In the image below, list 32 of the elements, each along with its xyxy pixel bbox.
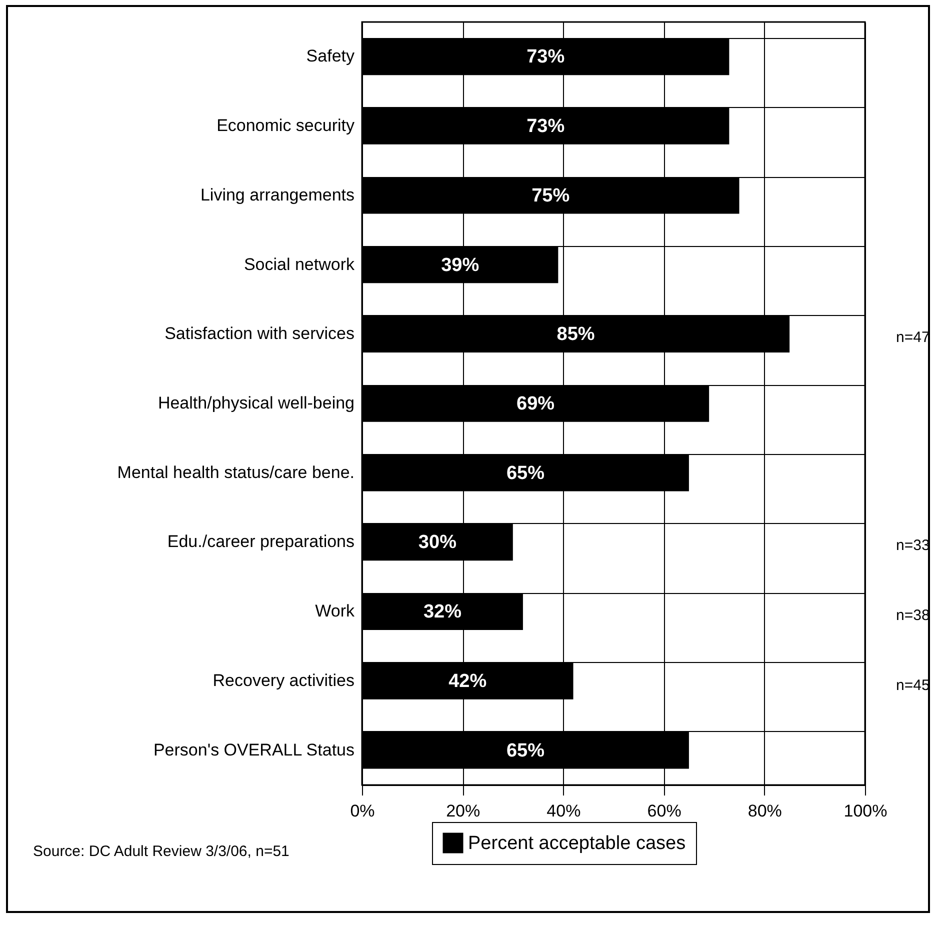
text: 73%	[526, 46, 565, 68]
y-tick-label: Economic security	[216, 116, 355, 136]
text: 32%	[423, 602, 462, 623]
y-tick-label: Living arrangements	[200, 185, 354, 204]
text: 69%	[516, 394, 555, 414]
text: 73%	[526, 116, 565, 138]
x-tick-label: 100%	[844, 802, 888, 820]
y-tick-label: Mental health status/care bene.	[117, 462, 354, 482]
text: n=47	[896, 329, 930, 346]
y-tick-label: Work	[315, 602, 355, 621]
text: 39%	[441, 254, 480, 276]
x-tick-label: 40%	[546, 802, 581, 820]
x-tick-label: 0%	[350, 802, 375, 820]
x-tick-label: 80%	[748, 802, 782, 820]
x-tick-label: 20%	[446, 802, 480, 820]
text: 42%	[448, 670, 487, 692]
y-tick-label: Health/physical well-being	[158, 394, 354, 412]
text: 30%	[418, 532, 456, 554]
y-tick-label: Recovery activities	[212, 670, 354, 690]
y-tick-label: Satisfaction with services	[164, 324, 354, 344]
text: 85%	[556, 324, 595, 346]
text: n=45	[896, 677, 930, 694]
legend-label: Percent acceptable cases	[468, 833, 686, 854]
y-tick-label: Person's OVERALL Status	[153, 740, 354, 760]
text: 75%	[532, 185, 570, 206]
source-note: Source: DC Adult Review 3/3/06, n=51	[33, 843, 290, 860]
y-tick-label: Edu./career preparations	[167, 532, 354, 552]
text: 65%	[506, 740, 544, 762]
text: 65%	[506, 462, 544, 484]
y-tick-label: Safety	[306, 46, 355, 66]
x-tick-label: 60%	[647, 802, 682, 820]
y-tick-label: Social network	[244, 254, 355, 274]
